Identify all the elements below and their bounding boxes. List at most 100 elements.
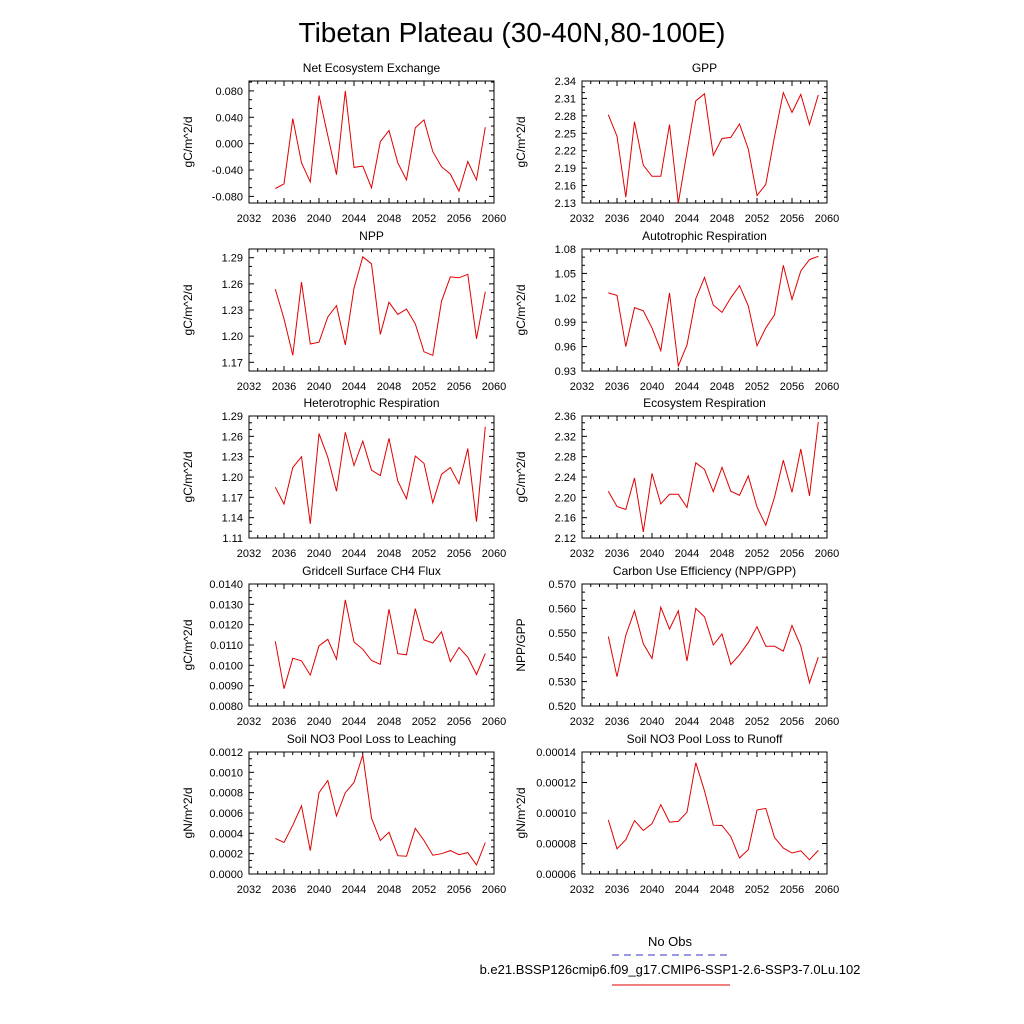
- series-line-npp: [274, 255, 486, 356]
- x-tick-label: 2048: [710, 548, 734, 560]
- x-tick-label: 2060: [482, 381, 506, 393]
- y-tick-label: 0.99: [555, 317, 576, 329]
- x-tick-label: 2044: [342, 548, 366, 560]
- y-tick-label: 1.29: [222, 253, 243, 265]
- x-tick-label: 2060: [482, 548, 506, 560]
- series-line-soil-no3-pool-loss-to-runoff: [607, 762, 819, 861]
- x-tick-label: 2032: [570, 548, 594, 560]
- y-tick-label: 2.31: [555, 93, 576, 105]
- x-tick-label: 2036: [605, 716, 629, 728]
- y-tick-label: 0.0006: [209, 808, 243, 820]
- y-tick-label: 1.14: [222, 513, 243, 525]
- y-axis-label: gC/m^2/d: [181, 620, 195, 671]
- y-tick-label: 0.0120: [209, 620, 243, 632]
- x-tick-label: 2060: [482, 716, 506, 728]
- x-tick-label: 2048: [377, 548, 401, 560]
- panels: Net Ecosystem Exchange 2032 2036 2040 2044 20…: [181, 61, 839, 896]
- y-tick-label: 0.0000: [209, 869, 243, 881]
- x-tick-label: 2052: [412, 716, 436, 728]
- x-tick-label: 2032: [570, 213, 594, 225]
- x-tick-label: 2040: [307, 548, 331, 560]
- y-tick-label: 1.26: [222, 279, 243, 291]
- y-tick-label: 0.530: [548, 677, 576, 689]
- x-tick-label: 2036: [272, 716, 296, 728]
- plot-frame: [581, 248, 828, 372]
- y-axis-label: gC/m^2/d: [181, 285, 195, 336]
- x-tick-label: 2040: [640, 381, 664, 393]
- y-tick-label: 0.570: [548, 579, 576, 591]
- x-tick-label: 2044: [342, 716, 366, 728]
- x-tick-label: 2032: [237, 213, 261, 225]
- y-tick-label: 1.20: [222, 472, 243, 484]
- x-tick-label: 2048: [710, 213, 734, 225]
- y-tick-label: 0.0140: [209, 579, 243, 591]
- series-line-soil-no3-pool-loss-to-leaching: [275, 754, 486, 866]
- panel-ecosystem-respiration: Ecosystem Respiration 2032 2036 2040 2044 204…: [514, 396, 839, 560]
- x-tick-label: 2040: [307, 716, 331, 728]
- y-tick-label: 2.22: [555, 146, 576, 158]
- x-tick-label: 2060: [815, 548, 839, 560]
- y-tick-label: 0.00006: [536, 869, 576, 881]
- panel-gridcell-surface-ch4-flux: Gridcell Surface CH4 Flux 2032 2036 2040 204…: [181, 564, 506, 728]
- x-tick-label: 2036: [272, 884, 296, 896]
- y-tick-label: 2.20: [555, 492, 576, 504]
- y-axis-label: gC/m^2/d: [514, 117, 528, 168]
- x-tick-label: 2032: [570, 884, 594, 896]
- x-tick-label: 2032: [237, 884, 261, 896]
- panel-title: Ecosystem Respiration: [643, 396, 766, 410]
- plot-frame: [248, 80, 495, 204]
- x-tick-label: 2040: [307, 381, 331, 393]
- y-tick-label: 2.13: [555, 198, 576, 210]
- x-tick-label: 2052: [412, 213, 436, 225]
- plot-frame: [248, 415, 495, 539]
- series-line-heterotrophic-respiration: [274, 426, 486, 524]
- x-tick-label: 2056: [447, 381, 471, 393]
- x-tick-label: 2036: [605, 213, 629, 225]
- x-tick-label: 2056: [447, 213, 471, 225]
- x-tick-label: 2056: [780, 381, 804, 393]
- x-tick-label: 2048: [710, 716, 734, 728]
- x-tick-label: 2056: [780, 716, 804, 728]
- y-tick-label: 2.28: [555, 111, 576, 123]
- y-axis-label: NPP/GPP: [514, 618, 528, 671]
- y-tick-label: 1.05: [555, 268, 576, 280]
- x-tick-label: 2040: [307, 884, 331, 896]
- x-tick-label: 2032: [570, 716, 594, 728]
- panel-title: Autotrophic Respiration: [642, 229, 767, 243]
- x-tick-label: 2044: [342, 884, 366, 896]
- x-tick-label: 2052: [412, 381, 436, 393]
- x-tick-label: 2048: [377, 381, 401, 393]
- y-tick-label: 2.34: [555, 76, 576, 88]
- plot-frame: [581, 80, 828, 204]
- y-axis-label: gN/m^2/d: [514, 788, 528, 839]
- y-tick-label: 1.26: [222, 431, 243, 443]
- series-line-gridcell-surface-ch4-flux: [274, 599, 486, 689]
- panel-carbon-use-efficiency-npp-gpp: Carbon Use Efficiency (NPP/GPP) 2032 2036 2…: [514, 564, 839, 728]
- x-tick-label: 2048: [377, 884, 401, 896]
- panel-title: Carbon Use Efficiency (NPP/GPP): [613, 564, 796, 578]
- x-tick-label: 2036: [272, 548, 296, 560]
- y-tick-label: 2.12: [555, 533, 576, 545]
- x-tick-label: 2048: [377, 213, 401, 225]
- y-tick-label: 2.36: [555, 411, 576, 423]
- y-tick-label: -0.080: [212, 191, 243, 203]
- y-tick-label: 2.16: [555, 181, 576, 193]
- y-tick-label: 0.0010: [209, 767, 243, 779]
- panel-autotrophic-respiration: Autotrophic Respiration 2032 2036 2040 2044 2…: [514, 229, 839, 393]
- x-tick-label: 2044: [675, 213, 699, 225]
- x-tick-label: 2032: [570, 381, 594, 393]
- x-tick-label: 2060: [482, 884, 506, 896]
- panel-title: Soil NO3 Pool Loss to Runoff: [627, 732, 784, 746]
- x-tick-label: 2032: [237, 381, 261, 393]
- x-tick-label: 2040: [640, 548, 664, 560]
- legend-label-no-obs: No Obs: [648, 934, 693, 949]
- x-tick-label: 2052: [745, 716, 769, 728]
- series-line-gpp: [607, 90, 819, 204]
- x-tick-label: 2044: [675, 548, 699, 560]
- y-tick-label: 2.24: [555, 472, 576, 484]
- y-tick-label: 0.0090: [209, 681, 243, 693]
- y-tick-label: 0.540: [548, 652, 576, 664]
- y-tick-label: 1.11: [222, 533, 243, 545]
- series-line-net-ecosystem-exchange: [275, 90, 486, 193]
- x-tick-label: 2060: [815, 884, 839, 896]
